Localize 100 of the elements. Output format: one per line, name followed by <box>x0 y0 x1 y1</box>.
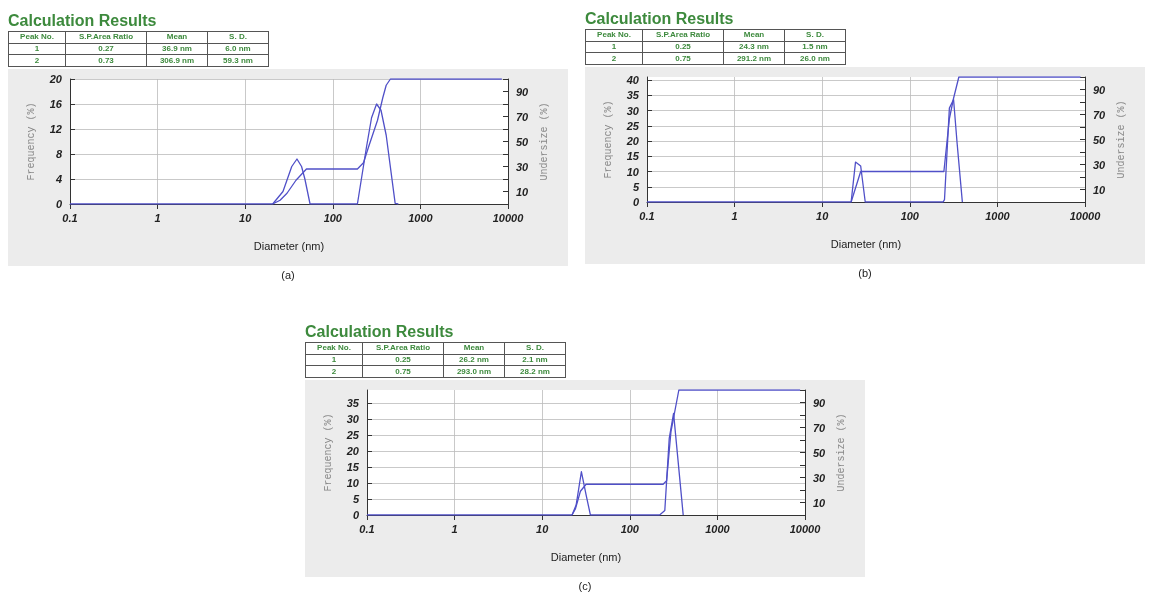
y-tick-label: 35 <box>626 89 640 102</box>
text: 291.2 nm <box>723 52 785 65</box>
y-tick-label: 12 <box>49 123 62 135</box>
y-tick-label: 25 <box>625 119 640 132</box>
text: 1 <box>305 354 363 366</box>
y2-tick-label: 90 <box>516 85 530 98</box>
y2-tick-label: 90 <box>813 396 827 409</box>
y2-tick-label: 30 <box>1093 158 1107 171</box>
y2-tick-label: 30 <box>516 160 530 173</box>
y-tick-label: 0 <box>55 198 63 210</box>
text: S.P.Area Ratio <box>642 29 724 42</box>
text: 293.0 nm <box>443 365 505 378</box>
text: 1 <box>8 43 66 55</box>
text: 6.0 nm <box>207 43 269 55</box>
text: 26.2 nm <box>443 354 505 366</box>
text: 306.9 nm <box>146 54 208 67</box>
text: 26.0 nm <box>784 52 846 65</box>
text: 0.73 <box>65 54 147 67</box>
text: S.P.Area Ratio <box>65 31 147 44</box>
text: 1 <box>585 41 643 53</box>
x-tick-label: 100 <box>620 522 640 535</box>
y-tick-label: 0 <box>352 509 360 521</box>
y-tick-label: 4 <box>54 173 62 185</box>
x-tick-label: 1000 <box>705 522 731 535</box>
text: 1.5 nm <box>784 41 846 53</box>
x-tick-label: 10 <box>816 209 830 222</box>
text: Mean <box>723 29 785 42</box>
text: 0.25 <box>642 41 724 53</box>
x-axis-title: Diameter (nm) <box>550 550 622 563</box>
y2-tick-label: 70 <box>813 421 827 434</box>
text: 2 <box>8 54 66 67</box>
y2-tick-label: 50 <box>1093 133 1107 146</box>
text: 0.75 <box>642 52 724 65</box>
x-tick-label: 10 <box>536 522 550 535</box>
y2-tick-label: 50 <box>813 446 827 459</box>
text: Peak No. <box>585 29 643 42</box>
x-axis-title: Diameter (nm) <box>253 239 325 252</box>
x-tick-label: 100 <box>323 211 343 224</box>
text: 2 <box>305 365 363 378</box>
text: (b) <box>857 267 873 279</box>
text: 59.3 nm <box>207 54 269 67</box>
x-tick-label: 1 <box>154 211 161 224</box>
text: Peak No. <box>305 342 363 355</box>
y-tick-label: 5 <box>632 180 640 193</box>
y-tick-label: 8 <box>55 148 63 160</box>
text: 2.1 nm <box>504 354 566 366</box>
text: 0.25 <box>362 354 444 366</box>
x-tick-label: 10000 <box>492 211 525 224</box>
text: 0.27 <box>65 43 147 55</box>
y2-axis-title: Undersize (%) <box>835 413 847 492</box>
text: (a) <box>280 269 296 281</box>
y-tick-label: 30 <box>626 104 640 117</box>
text: Peak No. <box>8 31 66 44</box>
y-tick-label: 20 <box>345 444 360 457</box>
y2-tick-label: 90 <box>1093 83 1107 96</box>
y-tick-label: 40 <box>625 74 640 87</box>
text: 24.3 nm <box>723 41 785 53</box>
text: S. D. <box>504 342 566 355</box>
x-tick-label: 100 <box>900 209 920 222</box>
y2-tick-label: 50 <box>516 135 530 148</box>
y-tick-label: 5 <box>352 492 360 505</box>
text: S.P.Area Ratio <box>362 342 444 355</box>
y-tick-label: 35 <box>346 396 360 409</box>
y-axis-title: Frequency (%) <box>25 102 37 181</box>
y-tick-label: 20 <box>625 135 640 148</box>
y-tick-label: 15 <box>626 150 640 163</box>
y-axis-title: Frequency (%) <box>322 413 334 492</box>
y-tick-label: 25 <box>345 428 360 441</box>
x-axis-title: Diameter (nm) <box>830 237 902 250</box>
chart-title: Calculation Results <box>585 10 735 28</box>
y2-tick-label: 10 <box>1093 183 1107 196</box>
chart-title: Calculation Results <box>8 12 158 30</box>
text: Mean <box>146 31 208 44</box>
y-tick-label: 16 <box>49 98 63 110</box>
y2-tick-label: 70 <box>516 110 530 123</box>
x-tick-label: 1000 <box>985 209 1011 222</box>
text: S. D. <box>784 29 846 42</box>
x-tick-label: 1 <box>451 522 458 535</box>
x-tick-label: 10000 <box>1069 209 1102 222</box>
chart-title: Calculation Results <box>305 323 455 341</box>
x-tick-label: 1000 <box>408 211 434 224</box>
y-tick-label: 30 <box>346 412 360 425</box>
y2-tick-label: 70 <box>1093 108 1107 121</box>
text: 0.75 <box>362 365 444 378</box>
x-tick-label: 10 <box>239 211 253 224</box>
x-tick-label: 0.1 <box>359 522 375 535</box>
y-tick-label: 15 <box>346 460 360 473</box>
x-tick-label: 0.1 <box>639 209 655 222</box>
y-axis-title: Frequency (%) <box>602 100 614 179</box>
y-tick-label: 0 <box>632 196 640 208</box>
text: 28.2 nm <box>504 365 566 378</box>
y2-tick-label: 10 <box>813 496 827 509</box>
y2-axis-title: Undersize (%) <box>1115 100 1127 179</box>
y-tick-label: 10 <box>346 476 360 489</box>
text: Mean <box>443 342 505 355</box>
y-tick-label: 10 <box>626 165 640 178</box>
y2-tick-label: 30 <box>813 471 827 484</box>
y2-axis-title: Undersize (%) <box>538 102 550 181</box>
x-tick-label: 10000 <box>789 522 822 535</box>
x-tick-label: 0.1 <box>62 211 78 224</box>
